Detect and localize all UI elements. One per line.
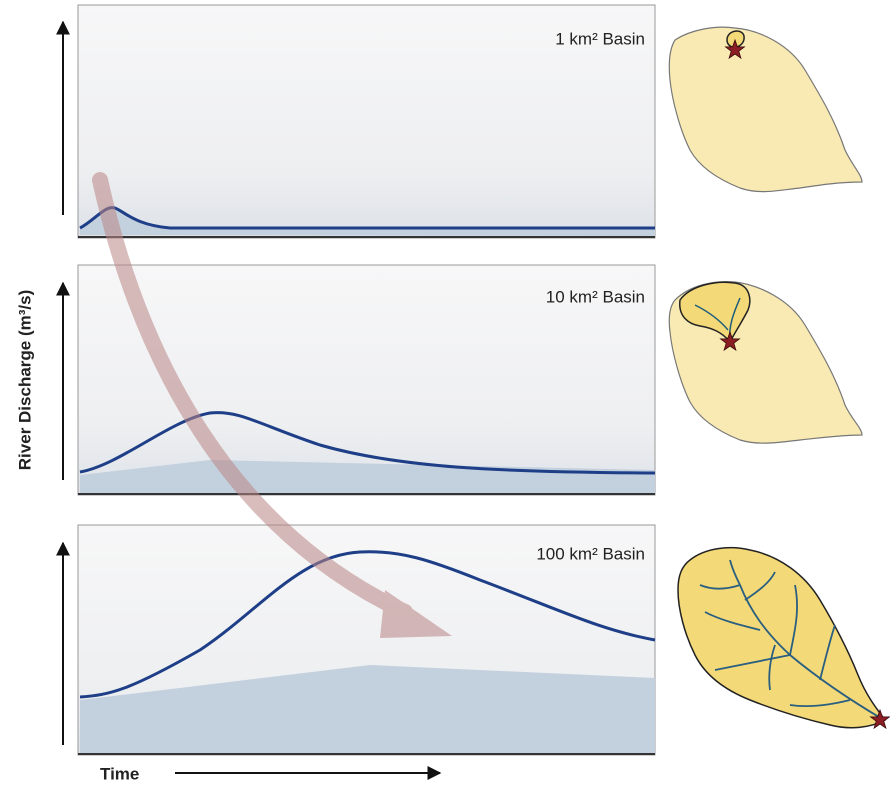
panel-label: 100 km² Basin [536,544,645,563]
x-axis-label: Time [100,764,139,783]
basin-map [678,548,890,728]
panel: 100 km² Basin [63,525,655,755]
y-axis-label: River Discharge (m³/s) [15,290,34,470]
basin-map [669,282,862,444]
panel-label: 1 km² Basin [555,29,645,48]
panel: 1 km² Basin [63,5,655,238]
basin-map [669,27,862,191]
panel: 10 km² Basin [63,265,655,495]
diagram: 1 km² Basin 10 km² Basin 100 km² Basin R… [0,0,890,788]
panel-label: 10 km² Basin [546,287,645,306]
